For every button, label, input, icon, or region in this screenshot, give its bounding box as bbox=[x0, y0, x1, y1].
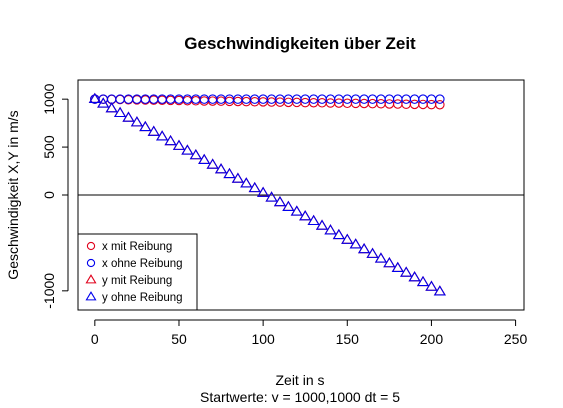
data-point bbox=[189, 149, 202, 160]
x-axis-label: Zeit in s bbox=[275, 372, 324, 388]
data-point bbox=[435, 99, 445, 110]
data-point bbox=[341, 233, 354, 244]
data-point bbox=[324, 224, 337, 235]
data-point bbox=[88, 92, 101, 103]
y-tick-label: 500 bbox=[41, 135, 57, 159]
data-point bbox=[214, 163, 228, 174]
data-point bbox=[122, 111, 135, 122]
data-point bbox=[290, 205, 303, 216]
y-tick-label: 0 bbox=[41, 191, 57, 199]
x-tick-label: 100 bbox=[251, 331, 275, 347]
y-axis-label: Geschwindigkeit X,Y in m/s bbox=[5, 110, 21, 279]
data-point bbox=[391, 261, 404, 273]
data-point bbox=[216, 94, 226, 104]
data-point bbox=[307, 214, 320, 226]
legend-marker bbox=[86, 258, 96, 268]
x-tick-label: 50 bbox=[171, 331, 187, 347]
legend-item: y mit Reibung bbox=[85, 274, 172, 287]
data-point bbox=[384, 94, 395, 104]
data-point bbox=[400, 266, 413, 277]
data-point bbox=[147, 125, 160, 136]
data-point bbox=[216, 96, 226, 106]
data-point bbox=[393, 94, 403, 104]
data-point bbox=[172, 139, 186, 150]
series-2 bbox=[90, 94, 445, 104]
data-point bbox=[349, 238, 362, 249]
data-point bbox=[207, 94, 218, 104]
data-point bbox=[240, 177, 253, 188]
data-point bbox=[207, 96, 218, 106]
data-point bbox=[265, 191, 278, 202]
data-point bbox=[223, 167, 236, 179]
data-point bbox=[181, 144, 194, 155]
x-tick-label: 200 bbox=[420, 331, 444, 347]
data-point bbox=[105, 102, 118, 113]
data-point bbox=[384, 99, 395, 109]
legend-item: x mit Reibung bbox=[86, 241, 172, 253]
data-point bbox=[433, 285, 446, 296]
x-tick-label: 250 bbox=[504, 331, 528, 347]
x-axis: 0 50 100 150 200 250 bbox=[91, 319, 528, 347]
chart-subtitle: Startwerte: v = 1000,1000 dt = 5 bbox=[200, 389, 400, 405]
data-point bbox=[97, 97, 110, 108]
legend-box bbox=[77, 233, 198, 311]
data-point bbox=[435, 94, 445, 104]
legend-marker bbox=[85, 274, 97, 284]
data-point bbox=[383, 257, 396, 268]
data-marks bbox=[88, 92, 446, 296]
data-point bbox=[139, 120, 152, 132]
data-point bbox=[299, 210, 312, 221]
data-point bbox=[282, 200, 295, 211]
data-point bbox=[123, 94, 134, 104]
data-point bbox=[248, 181, 261, 193]
data-point bbox=[113, 106, 127, 118]
legend-label: x ohne Reibung bbox=[102, 258, 183, 270]
legend-label: y ohne Reibung bbox=[102, 292, 183, 304]
data-point bbox=[198, 153, 211, 165]
data-point bbox=[199, 96, 209, 106]
data-point bbox=[332, 228, 345, 240]
legend-label: x mit Reibung bbox=[102, 241, 172, 253]
data-point bbox=[257, 186, 270, 197]
x-tick-label: 150 bbox=[336, 331, 360, 347]
legend: x mit Reibung x ohne Reibung y mit Reibung… bbox=[77, 233, 198, 311]
data-point bbox=[115, 94, 125, 104]
data-point bbox=[425, 280, 438, 291]
data-point bbox=[401, 99, 411, 109]
data-point bbox=[358, 242, 371, 254]
series-4 bbox=[88, 92, 446, 296]
plot-area bbox=[77, 79, 525, 311]
y-tick-label: -1000 bbox=[41, 273, 57, 309]
data-point bbox=[315, 219, 329, 230]
legend-items: x mit Reibung x ohne Reibung y mit Reibung… bbox=[85, 241, 183, 304]
legend-marker bbox=[85, 291, 97, 301]
data-point bbox=[418, 94, 428, 104]
data-point bbox=[366, 247, 379, 258]
data-point bbox=[206, 158, 219, 169]
data-point bbox=[416, 275, 430, 287]
chart-title: Geschwindigkeiten über Zeit bbox=[184, 34, 416, 53]
data-point bbox=[130, 116, 144, 127]
legend-label: y mit Reibung bbox=[102, 275, 172, 287]
data-point bbox=[393, 99, 403, 109]
y-axis: -1000 0 500 1000 bbox=[41, 83, 69, 309]
data-point bbox=[156, 130, 169, 141]
data-point bbox=[164, 134, 177, 146]
data-point bbox=[199, 94, 209, 104]
legend-marker bbox=[86, 241, 96, 251]
data-point bbox=[132, 94, 142, 104]
data-point bbox=[273, 195, 287, 207]
data-point bbox=[408, 271, 421, 282]
data-point bbox=[374, 252, 388, 263]
data-point bbox=[231, 172, 244, 183]
data-point bbox=[409, 94, 420, 104]
data-point bbox=[426, 94, 437, 104]
x-tick-label: 0 bbox=[91, 331, 99, 347]
legend-item: y ohne Reibung bbox=[85, 291, 183, 304]
y-tick-label: 1000 bbox=[41, 83, 57, 114]
data-point bbox=[401, 94, 411, 104]
legend-item: x ohne Reibung bbox=[86, 258, 183, 270]
